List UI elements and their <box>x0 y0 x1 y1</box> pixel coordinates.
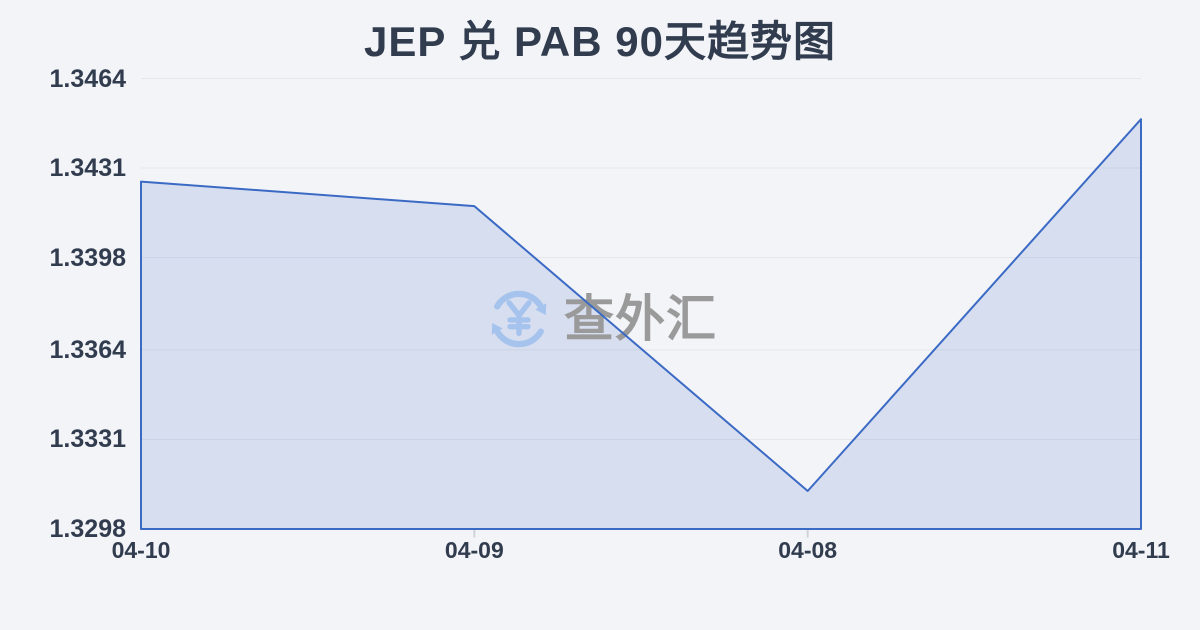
y-axis-label: 1.3464 <box>49 64 126 93</box>
y-axis-label: 1.3431 <box>49 154 126 183</box>
x-axis-label: 04-11 <box>1112 537 1170 563</box>
x-axis-label: 04-08 <box>778 537 838 563</box>
watermark-text: 查外汇 <box>564 291 717 347</box>
x-axis-label: 04-10 <box>111 537 171 563</box>
chart-title: JEP 兑 PAB 90天趋势图 <box>364 18 836 65</box>
x-axis-label: 04-09 <box>444 537 504 563</box>
y-axis-label: 1.3398 <box>49 243 126 272</box>
y-axis-label: 1.3298 <box>49 515 126 543</box>
watermark: 查外汇 <box>483 281 717 357</box>
y-axis-label: 1.3364 <box>49 335 126 364</box>
y-axis-label: 1.3331 <box>49 425 126 454</box>
currency-exchange-icon <box>491 290 547 348</box>
